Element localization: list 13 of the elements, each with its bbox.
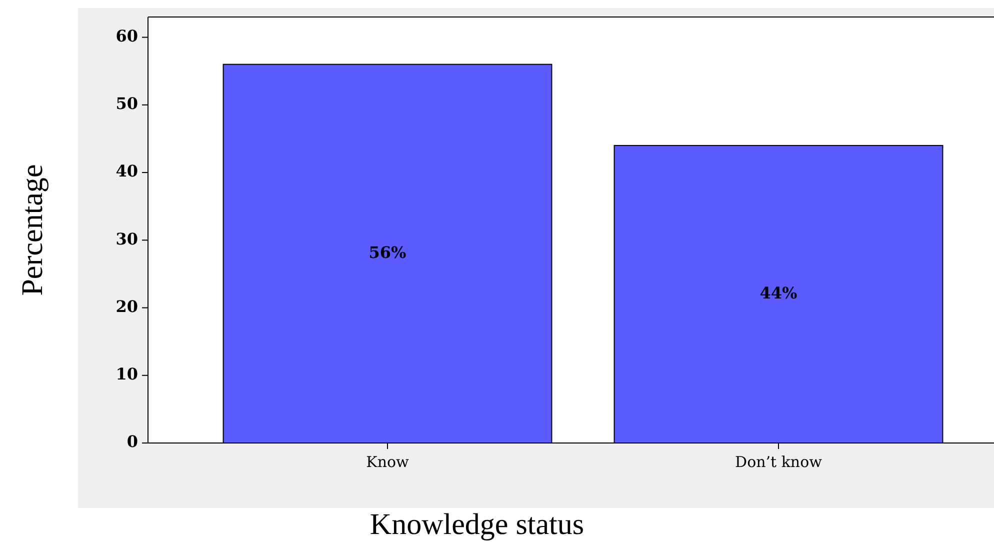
- y-tick-label: 20: [116, 296, 138, 316]
- data-label: 56%: [368, 242, 406, 262]
- x-tick-label: Know: [366, 453, 410, 471]
- y-tick-label: 40: [116, 162, 138, 181]
- x-axis-title: Knowledge status: [370, 508, 584, 541]
- data-label: 44%: [760, 283, 798, 302]
- x-tick-label: Don’t know: [735, 453, 822, 471]
- y-tick-label: 0: [126, 432, 138, 452]
- y-axis-title: Percentage: [16, 164, 49, 296]
- y-tick-label: 30: [116, 229, 138, 248]
- y-tick-label: 10: [116, 364, 138, 384]
- y-tick-label: 50: [116, 94, 138, 114]
- y-tick-label: 60: [116, 26, 138, 46]
